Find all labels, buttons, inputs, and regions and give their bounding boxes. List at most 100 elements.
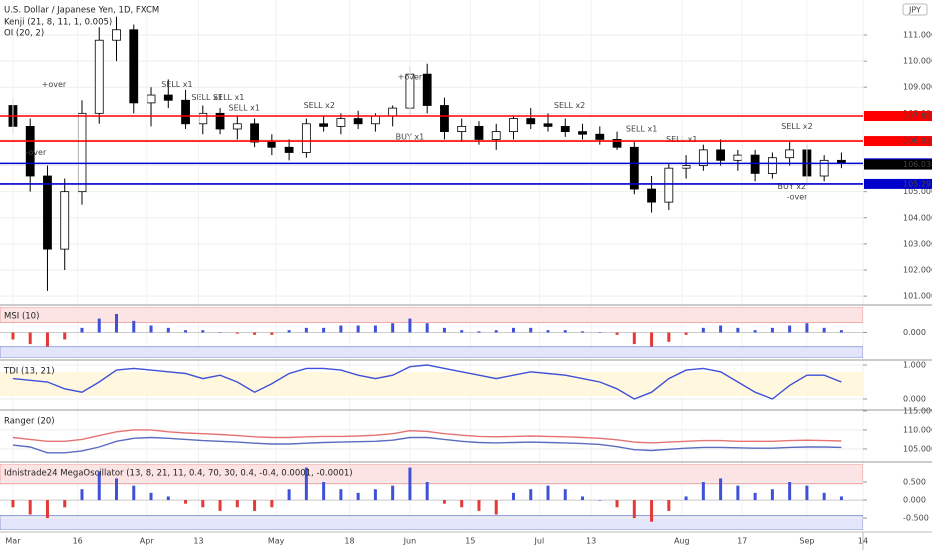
series-line: [12, 436, 842, 454]
histogram-bar: [80, 489, 84, 501]
candle-body: [60, 191, 70, 250]
candle-body: [767, 157, 777, 174]
level-label: 106.038: [903, 160, 932, 169]
histogram-bar: [701, 482, 705, 501]
level-badge: [864, 136, 932, 147]
candle-body: [543, 123, 553, 127]
histogram-bar: [563, 330, 567, 333]
histogram-bar: [805, 323, 809, 333]
histogram-bar: [115, 478, 119, 501]
candle-body: [664, 167, 674, 203]
x-tick-label: May: [268, 537, 285, 546]
candle-body: [698, 149, 708, 166]
level-badge: [864, 159, 932, 170]
candle-body: [250, 123, 259, 143]
histogram-bar: [581, 331, 585, 333]
x-tick-label: 15: [465, 537, 475, 546]
signal-annotation: SELL x1: [191, 93, 222, 102]
level-label: 106.938: [903, 137, 932, 146]
candle-body: [129, 29, 139, 104]
signal-annotation: SELL x1: [161, 80, 192, 89]
x-tick-label: Aug: [674, 537, 690, 546]
level-label: 105.297: [903, 179, 932, 188]
histogram-bar: [598, 332, 602, 333]
signal-annotation: +over: [42, 80, 67, 89]
y-tick-label: 0.000: [903, 394, 926, 403]
panel-title: Idnistrade24 MegaOscillator (13, 8, 21, …: [4, 469, 353, 479]
candle-body: [422, 73, 432, 106]
upper-zone: [0, 464, 863, 485]
histogram-bar: [667, 500, 671, 511]
candle-body: [491, 131, 501, 140]
histogram-bar: [45, 332, 49, 347]
candle-body: [526, 118, 536, 125]
signal-annotation: SELL x2: [554, 101, 585, 110]
series-line: [12, 364, 842, 400]
histogram-bar: [287, 330, 291, 333]
histogram-bar: [650, 332, 654, 347]
x-tick-label: Apr: [140, 537, 155, 546]
y-tick-label: 109.000: [903, 83, 932, 92]
histogram-bar: [529, 489, 533, 501]
histogram-bar: [529, 327, 533, 333]
x-tick-label: Jul: [534, 537, 545, 546]
histogram-bar: [166, 327, 170, 333]
histogram-bar: [598, 500, 602, 501]
y-tick-label: 105.000: [903, 444, 932, 453]
candle-body: [785, 149, 795, 159]
currency-label: JPY: [908, 6, 921, 15]
y-tick-label: 0.000: [903, 496, 926, 505]
histogram-bar: [511, 327, 515, 333]
upper-zone: [0, 307, 863, 323]
histogram-bar: [701, 327, 705, 333]
candle-body: [733, 154, 743, 161]
y-tick-label: 103.000: [903, 239, 932, 248]
histogram-bar: [546, 330, 550, 333]
candle-body: [43, 175, 52, 250]
histogram-bar: [218, 332, 222, 333]
lower-zone: [0, 515, 863, 530]
histogram-bar: [408, 467, 412, 501]
histogram-bar: [304, 467, 308, 501]
y-tick-label: -0.500: [903, 514, 929, 523]
histogram-bar: [719, 478, 723, 501]
histogram-bar: [632, 500, 636, 519]
histogram-bar: [11, 500, 15, 508]
histogram-bar: [736, 485, 740, 501]
histogram-bar: [460, 330, 464, 333]
histogram-bar: [770, 327, 774, 333]
indicator-label: Kenji (21, 8, 11, 1, 0.005): [4, 18, 112, 28]
y-tick-label: 115.000: [903, 406, 932, 415]
histogram-bar: [63, 500, 67, 508]
histogram-bar: [736, 327, 740, 333]
candle-body: [837, 159, 846, 164]
histogram-bar: [184, 330, 188, 333]
y-tick-label: 102.000: [903, 266, 932, 275]
histogram-bar: [684, 332, 688, 335]
candle-body: [319, 123, 329, 127]
x-tick-label: 13: [586, 537, 596, 546]
histogram-bar: [28, 332, 32, 345]
histogram-bar: [201, 500, 205, 508]
candle-body: [509, 118, 518, 133]
candle-body: [232, 123, 242, 130]
histogram-bar: [339, 489, 343, 501]
x-tick-label: 13: [193, 537, 203, 546]
histogram-bar: [218, 500, 222, 511]
candle-body: [163, 94, 173, 101]
histogram-bar: [63, 332, 67, 340]
panel-title: TDI (13, 21): [3, 367, 55, 377]
histogram-bar: [253, 500, 257, 511]
histogram-bar: [373, 489, 377, 501]
signal-annotation: SELL x1: [213, 93, 244, 102]
histogram-bar: [356, 325, 360, 333]
candle-body: [198, 112, 208, 125]
histogram-bar: [322, 482, 326, 501]
histogram-bar: [322, 327, 326, 333]
histogram-bar: [408, 318, 412, 333]
histogram-bar: [425, 323, 429, 333]
y-tick-label: 105.000: [903, 187, 932, 196]
histogram-bar: [753, 330, 757, 333]
panel: [0, 364, 863, 400]
